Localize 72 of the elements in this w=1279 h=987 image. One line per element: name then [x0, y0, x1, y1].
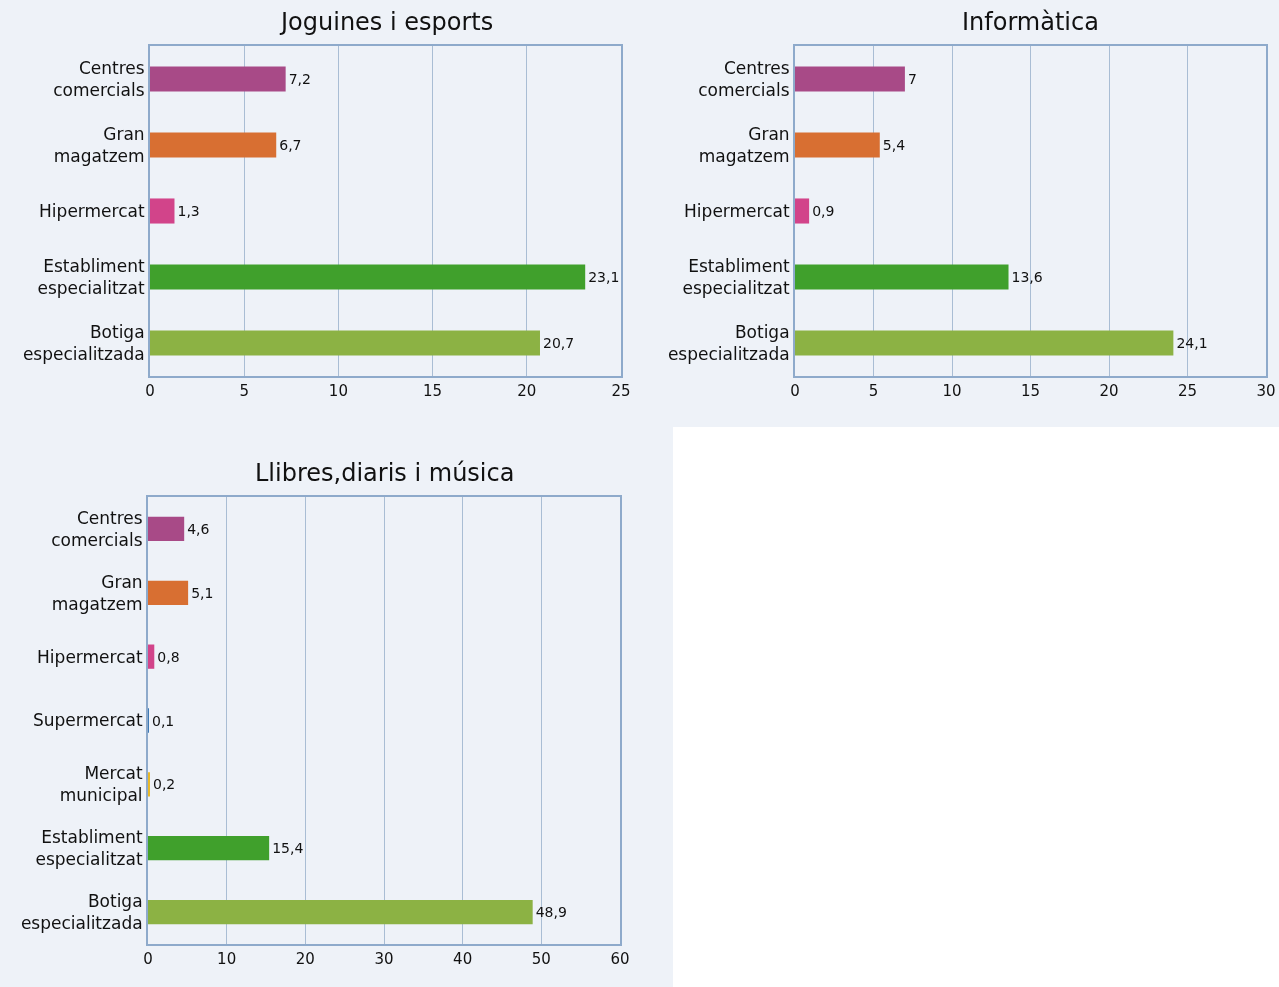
- data-label: 0,2: [153, 776, 176, 793]
- bar: [148, 580, 189, 605]
- x-tick-label: 30: [1256, 382, 1276, 400]
- y-tick-label: Botiga especialitzada: [22, 321, 145, 364]
- data-label: 5,1: [191, 584, 214, 601]
- data-label: 23,1: [588, 269, 620, 285]
- data-label: 20,7: [542, 335, 575, 351]
- y-tick-label: Centres comercials: [51, 507, 143, 550]
- data-label: 7: [907, 71, 917, 87]
- y-tick-label: Botiga especialitzada: [20, 890, 143, 934]
- x-tick-label: 10: [942, 382, 962, 400]
- x-tick-label: 60: [610, 950, 630, 968]
- x-tick-label: 40: [453, 950, 473, 968]
- data-label: 15,4: [272, 840, 304, 857]
- x-tick-label: 10: [328, 382, 348, 400]
- y-tick-label: Supermercat: [33, 710, 143, 731]
- x-tick-label: 25: [611, 382, 631, 400]
- y-tick-label: Hipermercat: [684, 200, 790, 221]
- data-label: 0,1: [152, 712, 175, 729]
- y-tick-label: Establiment especialitzat: [35, 827, 143, 870]
- chart-title: Llibres,diaris i música: [255, 459, 515, 487]
- x-tick-label: 30: [374, 950, 394, 968]
- data-label: 1,3: [177, 203, 200, 219]
- data-label: 0,9: [812, 203, 835, 219]
- bar: [795, 132, 880, 158]
- data-label: 48,9: [535, 904, 567, 921]
- y-tick-label: Establiment especialitzat: [37, 255, 145, 298]
- y-tick-label: Gran magatzem: [53, 123, 145, 166]
- chart-title: Joguines i esports: [279, 8, 494, 36]
- chart-title: Informàtica: [962, 8, 1099, 36]
- x-tick-label: 20: [1099, 382, 1119, 400]
- y-tick-label: Gran magatzem: [51, 571, 143, 614]
- data-label: 13,6: [1011, 269, 1043, 285]
- x-tick-label: 0: [143, 950, 153, 968]
- data-label: 5,4: [882, 137, 906, 153]
- y-tick-label: Centres comercials: [698, 57, 790, 100]
- x-tick-label: 0: [145, 382, 155, 400]
- bar: [148, 516, 185, 542]
- bar: [795, 66, 905, 92]
- bar: [795, 198, 810, 224]
- data-label: 4,6: [187, 520, 210, 537]
- bar: [150, 132, 277, 158]
- y-tick-label: Establiment especialitzat: [682, 255, 790, 298]
- bar: [150, 264, 586, 290]
- data-label: 7,2: [288, 71, 311, 87]
- x-tick-label: 50: [531, 950, 551, 968]
- y-tick-label: Botiga especialitzada: [667, 321, 790, 364]
- x-tick-label: 15: [423, 382, 443, 400]
- y-tick-label: Gran magatzem: [698, 123, 790, 166]
- bar: [148, 836, 270, 861]
- x-tick-label: 20: [517, 382, 537, 400]
- x-tick-label: 10: [217, 950, 237, 968]
- bar: [795, 330, 1174, 356]
- data-label: 0,8: [157, 648, 180, 665]
- x-tick-label: 5: [868, 382, 879, 400]
- x-tick-label: 0: [790, 382, 800, 400]
- data-label: 6,7: [279, 137, 302, 153]
- x-tick-label: 5: [239, 382, 249, 400]
- bar: [150, 66, 286, 92]
- x-tick-label: 15: [1020, 382, 1041, 400]
- y-tick-label: Hipermercat: [39, 200, 145, 221]
- y-tick-label: Centres comercials: [53, 57, 145, 100]
- bar: [795, 264, 1009, 290]
- bar: [148, 644, 155, 669]
- bar: [150, 330, 540, 356]
- y-tick-label: Hipermercat: [37, 646, 143, 667]
- x-tick-label: 25: [1177, 382, 1198, 400]
- y-tick-label: Mercat municipal: [59, 763, 143, 806]
- bar: [148, 899, 533, 925]
- x-tick-label: 20: [295, 950, 315, 968]
- bar: [150, 198, 175, 224]
- data-label: 24,1: [1176, 335, 1208, 351]
